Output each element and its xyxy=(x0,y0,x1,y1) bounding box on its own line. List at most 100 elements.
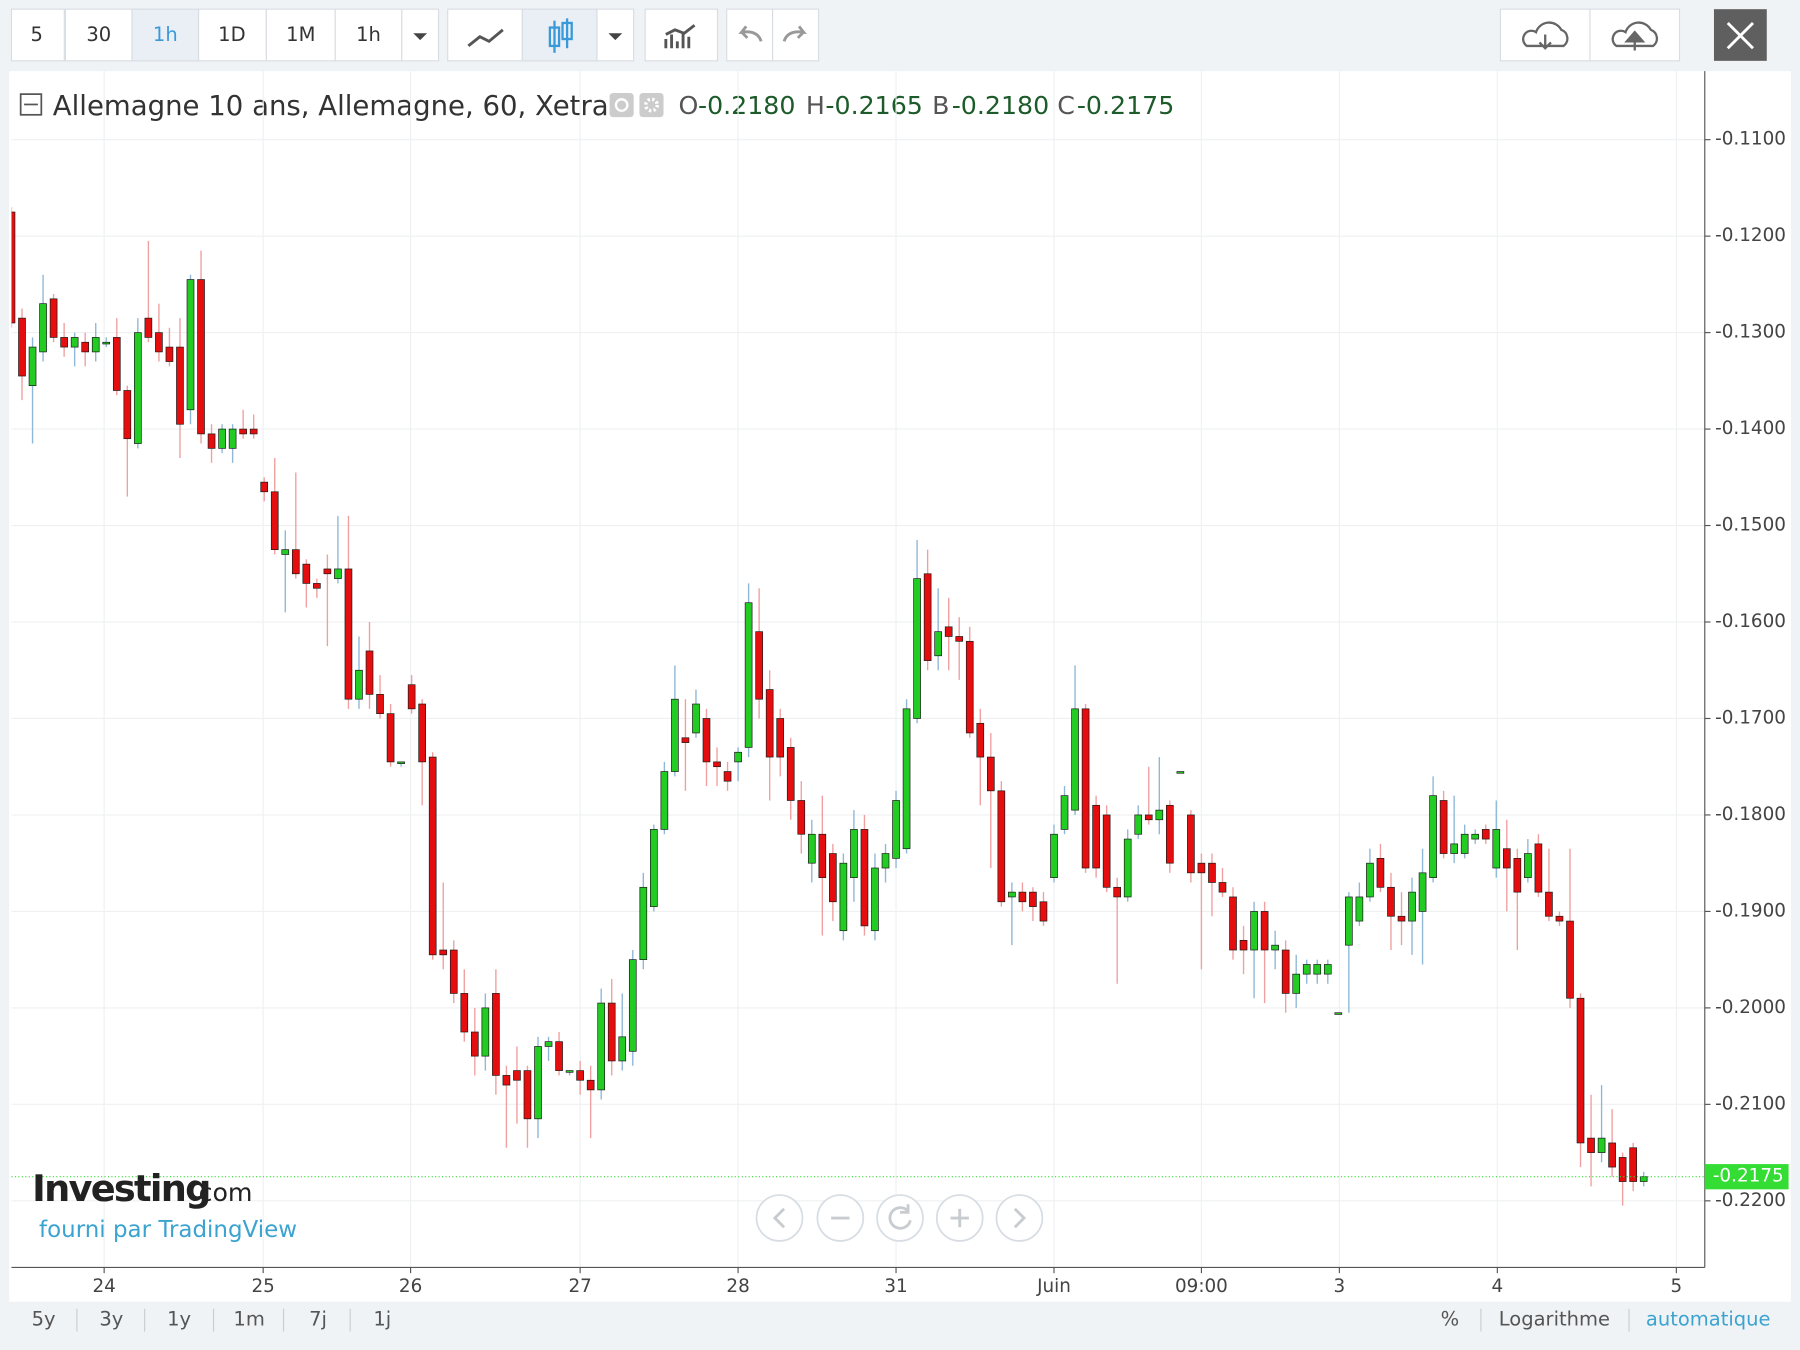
range-button[interactable]: 5y xyxy=(32,1308,56,1331)
indicators-button[interactable] xyxy=(644,8,719,62)
candle-body xyxy=(1060,795,1069,830)
range-button[interactable]: 1m xyxy=(233,1308,264,1331)
interval-button[interactable] xyxy=(265,8,336,62)
footer-bar xyxy=(9,1301,1791,1341)
candle-body xyxy=(460,993,469,1033)
log-toggle[interactable]: Logarithme xyxy=(1499,1308,1610,1331)
interval-label: 5 xyxy=(31,23,43,46)
candle-body xyxy=(997,790,1006,903)
candle-body xyxy=(944,626,953,637)
candle-body xyxy=(534,1046,542,1120)
candle-body xyxy=(639,886,648,961)
candle-body xyxy=(134,332,142,444)
candle-body xyxy=(1355,896,1364,922)
candle-body xyxy=(839,862,848,932)
y-tick-label: -0.2200 xyxy=(1715,1190,1786,1211)
legend-value: -0.2180 xyxy=(698,91,795,120)
auto-toggle[interactable]: automatique xyxy=(1646,1308,1771,1331)
candle-body xyxy=(1587,1137,1595,1153)
candle-body xyxy=(892,800,900,859)
interval-button[interactable] xyxy=(334,8,403,62)
candle-body xyxy=(1429,795,1437,879)
collapse-icon[interactable] xyxy=(19,93,43,116)
cloud-upload-icon xyxy=(1611,21,1658,48)
settings-icon[interactable] xyxy=(639,92,664,118)
candle-body xyxy=(1524,853,1532,879)
percent-toggle[interactable]: % xyxy=(1441,1308,1460,1331)
line-chart-button[interactable] xyxy=(447,8,523,62)
candle-body xyxy=(397,761,405,764)
candle-body xyxy=(660,771,669,830)
candle-body xyxy=(439,949,448,956)
candle-body xyxy=(418,703,426,763)
provider-link[interactable]: fourni par TradingView xyxy=(39,1217,297,1243)
visibility-icon[interactable] xyxy=(609,92,634,118)
range-button[interactable]: 7j xyxy=(309,1308,327,1331)
range-button[interactable]: 1y xyxy=(167,1308,191,1331)
candle-body xyxy=(586,1079,595,1091)
candle-body xyxy=(1113,886,1121,898)
interval-button[interactable] xyxy=(64,8,133,62)
candle-body xyxy=(1639,1176,1648,1182)
candle-body xyxy=(597,1002,606,1091)
candle-body xyxy=(355,669,363,700)
candle-body xyxy=(112,337,121,391)
candle-body xyxy=(1050,833,1058,879)
candle-body xyxy=(1439,800,1448,854)
gear-shape xyxy=(644,97,659,113)
reset-button[interactable] xyxy=(876,1194,924,1242)
candle-body xyxy=(1555,915,1564,922)
brand-suffix: .com xyxy=(191,1178,253,1207)
scroll-right-button[interactable] xyxy=(995,1194,1044,1242)
interval-button[interactable] xyxy=(198,8,267,62)
undo-button[interactable] xyxy=(726,8,774,62)
candle-body xyxy=(70,337,79,348)
x-tick-label: 5 xyxy=(1671,1276,1683,1297)
candle-body xyxy=(1250,911,1258,951)
candle-body xyxy=(1039,901,1048,922)
candle-body xyxy=(1134,814,1143,835)
candle-body xyxy=(407,684,416,710)
brand-logo: Investing xyxy=(32,1167,210,1210)
range-button[interactable]: 1j xyxy=(373,1308,391,1331)
candle-body xyxy=(1008,891,1016,898)
x-tick-label: 27 xyxy=(568,1276,591,1297)
x-tick-label: 31 xyxy=(884,1276,907,1297)
legend-value: -0.2180 xyxy=(952,91,1049,120)
candle-body xyxy=(713,761,721,768)
legend-key: C xyxy=(1057,91,1075,120)
candle-body xyxy=(671,698,679,772)
candle-body xyxy=(1323,964,1332,975)
redo-button[interactable] xyxy=(772,8,820,62)
interval-button[interactable] xyxy=(10,8,65,62)
candle-body xyxy=(1376,858,1385,888)
legend-value: -0.2175 xyxy=(1077,91,1174,120)
candle-body xyxy=(1029,891,1037,907)
interval-button-active[interactable] xyxy=(131,8,200,62)
candle-body xyxy=(1618,1157,1627,1182)
candle-body xyxy=(1471,833,1480,840)
candle-body xyxy=(1018,891,1027,903)
undo-icon xyxy=(738,25,763,42)
interval-label: 1M xyxy=(286,23,315,46)
legend-key: O xyxy=(678,91,698,120)
candle-body xyxy=(1576,997,1585,1144)
footer-separators xyxy=(76,1308,1630,1332)
chart-title: Allemagne 10 ans, Allemagne, 60, Xetra xyxy=(53,90,609,122)
scroll-left-button[interactable] xyxy=(755,1194,804,1242)
candle-body xyxy=(1418,872,1427,912)
candle-body xyxy=(291,549,300,575)
candle-body xyxy=(902,708,911,850)
range-button[interactable]: 3y xyxy=(99,1308,123,1331)
candle-body xyxy=(1092,804,1100,869)
candle-body xyxy=(1366,862,1374,898)
candle-body xyxy=(818,833,827,879)
dropdown-icon xyxy=(608,33,623,41)
candle-body xyxy=(1176,771,1185,774)
candle-body xyxy=(1071,708,1079,811)
candle-body xyxy=(11,211,16,324)
candle-body xyxy=(1081,708,1090,869)
interval-label: 1D xyxy=(218,23,245,46)
candle-body xyxy=(913,578,921,719)
candles xyxy=(11,207,1648,1206)
